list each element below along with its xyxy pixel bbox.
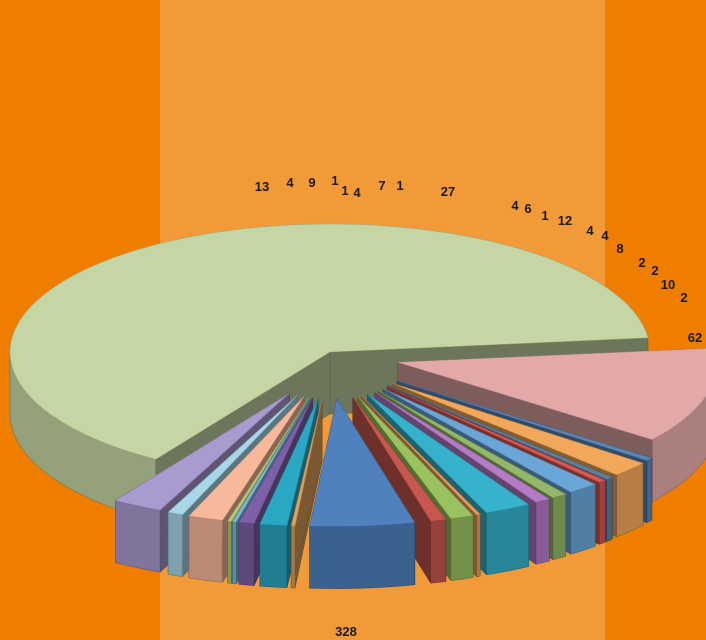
data-label: 62 xyxy=(688,330,702,345)
data-label: 27 xyxy=(441,184,455,199)
pie-slice xyxy=(290,398,323,589)
data-label: 1 xyxy=(541,208,548,223)
data-label: 6 xyxy=(524,201,531,216)
data-label: 4 xyxy=(601,228,609,243)
data-label: 2 xyxy=(638,255,645,270)
data-label: 1 xyxy=(331,173,338,188)
data-label: 2 xyxy=(651,263,658,278)
data-label: 12 xyxy=(558,213,572,228)
data-label: 13 xyxy=(255,179,269,194)
pie-slice xyxy=(309,397,416,589)
data-label: 4 xyxy=(353,185,361,200)
data-label: 10 xyxy=(661,277,675,292)
data-label: 2 xyxy=(680,290,687,305)
data-label: 7 xyxy=(378,178,385,193)
data-label: 1 xyxy=(341,183,348,198)
data-label: 4 xyxy=(586,223,594,238)
data-label: 328 xyxy=(335,624,357,639)
pie-slices xyxy=(9,223,706,589)
data-label: 9 xyxy=(308,175,315,190)
data-label: 4 xyxy=(511,198,519,213)
data-label: 8 xyxy=(616,241,623,256)
data-label: 4 xyxy=(286,175,294,190)
data-label: 1 xyxy=(396,178,403,193)
